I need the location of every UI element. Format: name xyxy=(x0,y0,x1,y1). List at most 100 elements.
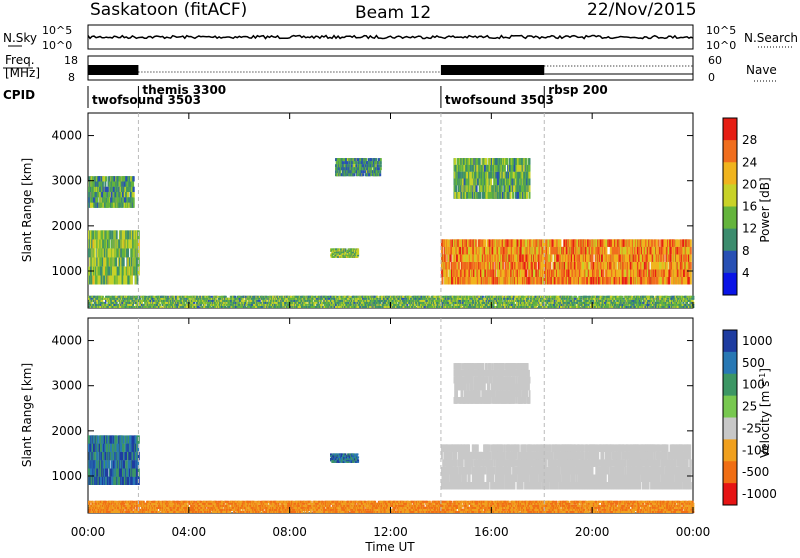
data-cell xyxy=(513,185,515,192)
data-cell xyxy=(94,257,96,266)
data-cell xyxy=(502,270,504,278)
data-cell xyxy=(599,247,601,255)
data-cell xyxy=(127,248,129,257)
data-cell xyxy=(103,302,105,304)
data-cell xyxy=(455,185,457,192)
data-cell xyxy=(517,239,519,247)
data-cell xyxy=(102,182,104,187)
data-cell xyxy=(109,230,111,239)
noise-line xyxy=(88,36,693,39)
data-cell xyxy=(159,302,161,304)
data-cell xyxy=(672,262,674,270)
noise-trace xyxy=(88,36,693,39)
freq-tick-top: 18 xyxy=(64,54,78,67)
data-cell xyxy=(258,298,260,300)
data-cell xyxy=(663,254,665,262)
data-cell xyxy=(478,277,480,285)
data-cell xyxy=(342,161,344,164)
power-data xyxy=(88,158,694,308)
data-cell xyxy=(226,304,228,306)
data-cell xyxy=(525,158,527,165)
nsearch-label: N.Search xyxy=(744,31,798,45)
data-cell xyxy=(357,173,359,176)
data-cell xyxy=(119,276,121,285)
data-cell xyxy=(444,270,446,278)
data-cell xyxy=(660,254,662,262)
data-cell xyxy=(357,248,359,250)
data-cell xyxy=(177,298,179,300)
data-cell xyxy=(229,302,231,304)
data-cell xyxy=(225,296,227,298)
data-cell xyxy=(454,158,456,165)
data-cell xyxy=(566,247,568,255)
data-cell xyxy=(292,304,294,306)
data-cell xyxy=(224,304,226,306)
data-cell xyxy=(529,165,531,172)
data-cell xyxy=(263,298,265,300)
noise-left-tick-top: 10^5 xyxy=(42,24,72,37)
data-cell xyxy=(96,300,98,302)
data-cell xyxy=(356,161,358,164)
data-cell xyxy=(690,239,692,247)
data-cell xyxy=(639,270,641,278)
data-cell xyxy=(460,165,462,172)
nave-label: Nave xyxy=(746,63,777,77)
data-cell xyxy=(380,161,382,164)
data-cell xyxy=(507,172,509,179)
nave-tick-bottom: 0 xyxy=(708,71,715,84)
data-cell xyxy=(225,302,227,304)
data-cell xyxy=(666,262,668,270)
data-cell xyxy=(100,267,102,276)
data-cell xyxy=(133,203,135,208)
data-cell xyxy=(665,270,667,278)
freq-panel-frame xyxy=(88,56,693,80)
noise-left-tick-bottom: 10^0 xyxy=(42,39,72,52)
data-cell xyxy=(500,277,502,285)
data-cell xyxy=(361,170,363,173)
nave-tick-top: 60 xyxy=(708,54,722,67)
data-cell xyxy=(184,298,186,300)
data-cell xyxy=(653,277,655,285)
data-cell xyxy=(462,165,464,172)
data-cell xyxy=(143,304,145,306)
data-cell xyxy=(466,270,468,278)
data-cell xyxy=(132,298,134,300)
data-cell xyxy=(674,239,676,247)
data-cell xyxy=(489,239,491,247)
data-cell xyxy=(116,300,118,302)
data-cell xyxy=(547,247,549,255)
data-cell xyxy=(269,306,271,308)
data-cell xyxy=(103,176,105,181)
data-cell xyxy=(115,257,117,266)
data-cell xyxy=(658,239,660,247)
data-cell xyxy=(365,158,367,161)
data-cell xyxy=(281,306,283,308)
data-cell xyxy=(92,276,94,285)
data-cell xyxy=(541,262,543,270)
data-cell xyxy=(476,185,478,192)
data-cell xyxy=(276,300,278,302)
data-cell xyxy=(542,277,544,285)
data-cell xyxy=(287,306,289,308)
data-cell xyxy=(470,192,472,199)
data-cell xyxy=(501,185,503,192)
data-cell xyxy=(200,304,202,306)
data-cell xyxy=(196,296,198,298)
data-cell xyxy=(167,298,169,300)
data-cell xyxy=(510,192,512,199)
data-cell xyxy=(242,298,244,300)
data-cell xyxy=(677,239,679,247)
data-cell xyxy=(380,167,382,170)
data-cell xyxy=(651,239,653,247)
data-cell xyxy=(96,197,98,202)
data-cell xyxy=(283,298,285,300)
data-cell xyxy=(494,179,496,186)
data-cell xyxy=(186,302,188,304)
data-cell xyxy=(490,179,492,186)
data-cell xyxy=(133,197,135,202)
data-cell xyxy=(450,254,452,262)
data-cell xyxy=(152,298,154,300)
data-cell xyxy=(135,298,137,300)
data-cell xyxy=(207,302,209,304)
